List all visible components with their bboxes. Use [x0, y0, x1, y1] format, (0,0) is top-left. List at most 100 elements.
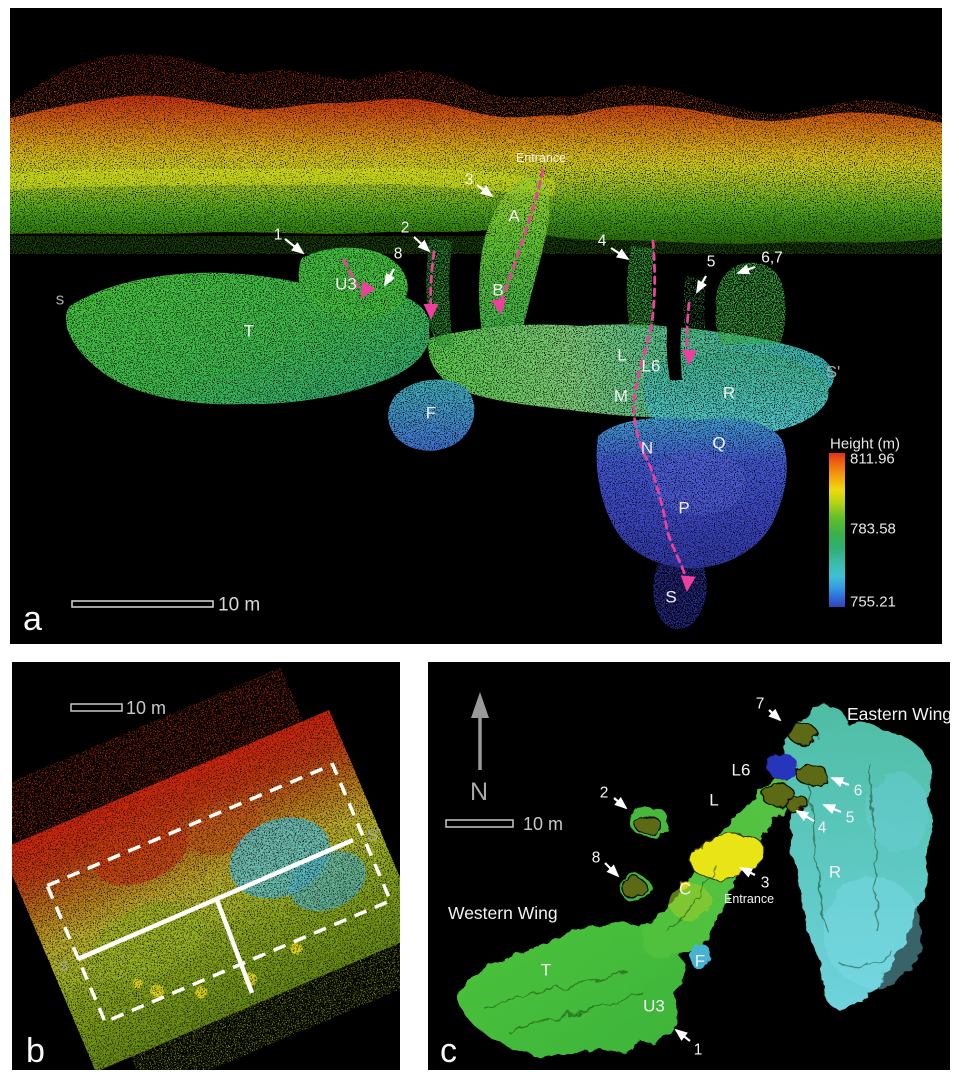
number-3: 3	[761, 875, 770, 892]
label-N: N	[641, 439, 653, 458]
arrow-6-7	[736, 264, 756, 275]
vegetation-gradient-band	[10, 95, 942, 244]
arrow-5	[696, 275, 707, 294]
label-s-left: s	[56, 290, 65, 309]
arrow-5	[822, 803, 842, 815]
entrance-skylight-small	[678, 881, 692, 891]
western-wing-label: Western Wing	[448, 903, 558, 923]
label-L: L	[617, 346, 626, 365]
arrow-8	[604, 862, 620, 878]
label-R: R	[723, 384, 735, 403]
number-2: 2	[401, 220, 410, 237]
number-8: 8	[592, 850, 601, 867]
lobe-F	[689, 943, 711, 969]
label-U3: U3	[643, 997, 665, 1016]
label-F: F	[426, 404, 436, 423]
eastern-wing-label: Eastern Wing	[847, 704, 950, 724]
entrance-label: Entrance	[724, 892, 774, 906]
number-4: 4	[598, 233, 607, 250]
north-label: N	[470, 778, 488, 806]
cave-plan-surface	[457, 705, 932, 1056]
scale-bar-rect	[445, 819, 514, 828]
entrance-skylight	[688, 833, 765, 880]
panel-letter-b: b	[26, 1032, 45, 1070]
section-line-s-sprime	[77, 837, 354, 962]
arrow-3	[739, 867, 756, 878]
survey-path-main	[632, 239, 688, 582]
number-6: 6	[854, 783, 863, 800]
number-1: 1	[694, 1042, 703, 1059]
number-6-7: 6,7	[761, 250, 783, 267]
arrow-3	[476, 184, 494, 198]
deep-blue-patch	[766, 753, 798, 781]
dashed-survey-rectangle	[44, 762, 393, 1025]
arrow-4	[795, 810, 815, 822]
scale-bar-rect	[70, 703, 123, 712]
label-R: R	[829, 863, 841, 882]
arrow-1	[284, 238, 305, 255]
pointer-arrows	[604, 708, 850, 1042]
panel-b-top-view: 10 m s S' b	[12, 662, 400, 1070]
scale-bar: 10 m	[71, 595, 260, 616]
label-s-right: S'	[367, 826, 382, 845]
scale-bar: 10 m	[70, 698, 166, 718]
panel-c-plan-view: N 10 m 2 8 7 6 5 4 3 1 Entrance Eastern …	[428, 662, 950, 1070]
survey-paths	[342, 168, 698, 593]
label-L6: L6	[732, 761, 751, 780]
label-s-right: S'	[826, 363, 841, 382]
label-L: L	[709, 791, 718, 810]
label-U3: U3	[335, 275, 357, 294]
floor-cracks	[482, 761, 894, 1033]
survey-area-outline	[44, 762, 393, 1025]
label-Q: Q	[712, 434, 725, 453]
arrow-4	[610, 247, 630, 261]
arrow-2	[413, 236, 431, 253]
label-T: T	[244, 322, 254, 341]
number-3: 3	[465, 172, 474, 189]
colorbar: Height (m) 811.96 783.58 755.21	[829, 436, 900, 611]
north-arrow-head	[471, 692, 489, 718]
colorbar-tick-bottom: 755.21	[850, 594, 896, 611]
panel-letter-a: a	[23, 600, 42, 638]
label-A: A	[508, 207, 520, 226]
arrow-8	[384, 268, 395, 287]
north-arrow: N	[470, 692, 489, 806]
number-7: 7	[756, 696, 765, 713]
colorbar-title: Height (m)	[830, 436, 900, 453]
entrance-label: Entrance	[516, 151, 566, 165]
number-4: 4	[818, 820, 827, 837]
label-L6: L6	[642, 357, 661, 376]
breakdown-blocks	[620, 722, 829, 899]
number-2: 2	[600, 785, 609, 802]
label-C: C	[679, 880, 691, 899]
label-S: S	[665, 588, 676, 607]
label-F: F	[695, 952, 705, 971]
scale-bar-label: 10 m	[126, 698, 166, 718]
cave-gap	[666, 316, 682, 380]
section-line-branch	[214, 899, 255, 994]
label-s-left: s	[60, 956, 69, 975]
number-8: 8	[394, 246, 403, 263]
cloud-dense	[12, 709, 400, 1070]
label-B: B	[492, 281, 503, 300]
scale-bar: 10 m	[445, 814, 563, 834]
panel-a-cross-section: 1 2 8 3 4 5 6,7 Entrance s T U3 A B F L …	[10, 8, 942, 644]
survey-path-u3	[342, 258, 361, 291]
number-5: 5	[846, 810, 855, 827]
arrow-2	[613, 796, 628, 810]
scale-bar-label: 10 m	[218, 595, 260, 616]
colorbar-tick-top: 811.96	[850, 451, 895, 468]
colorbar-gradient	[829, 453, 845, 607]
number-5: 5	[707, 254, 716, 271]
label-T: T	[541, 961, 551, 980]
top-view-point-cloud	[12, 667, 400, 1070]
label-M: M	[614, 387, 628, 406]
arrow-6	[830, 776, 850, 788]
cloud-sparse-top	[12, 667, 400, 1070]
ground-surface-streak	[10, 168, 942, 254]
scale-bar-label: 10 m	[523, 814, 563, 834]
colorbar-tick-mid: 783.58	[850, 521, 896, 538]
eastern-wing-highlight	[823, 877, 923, 987]
eastern-wing-highlight	[868, 772, 928, 852]
